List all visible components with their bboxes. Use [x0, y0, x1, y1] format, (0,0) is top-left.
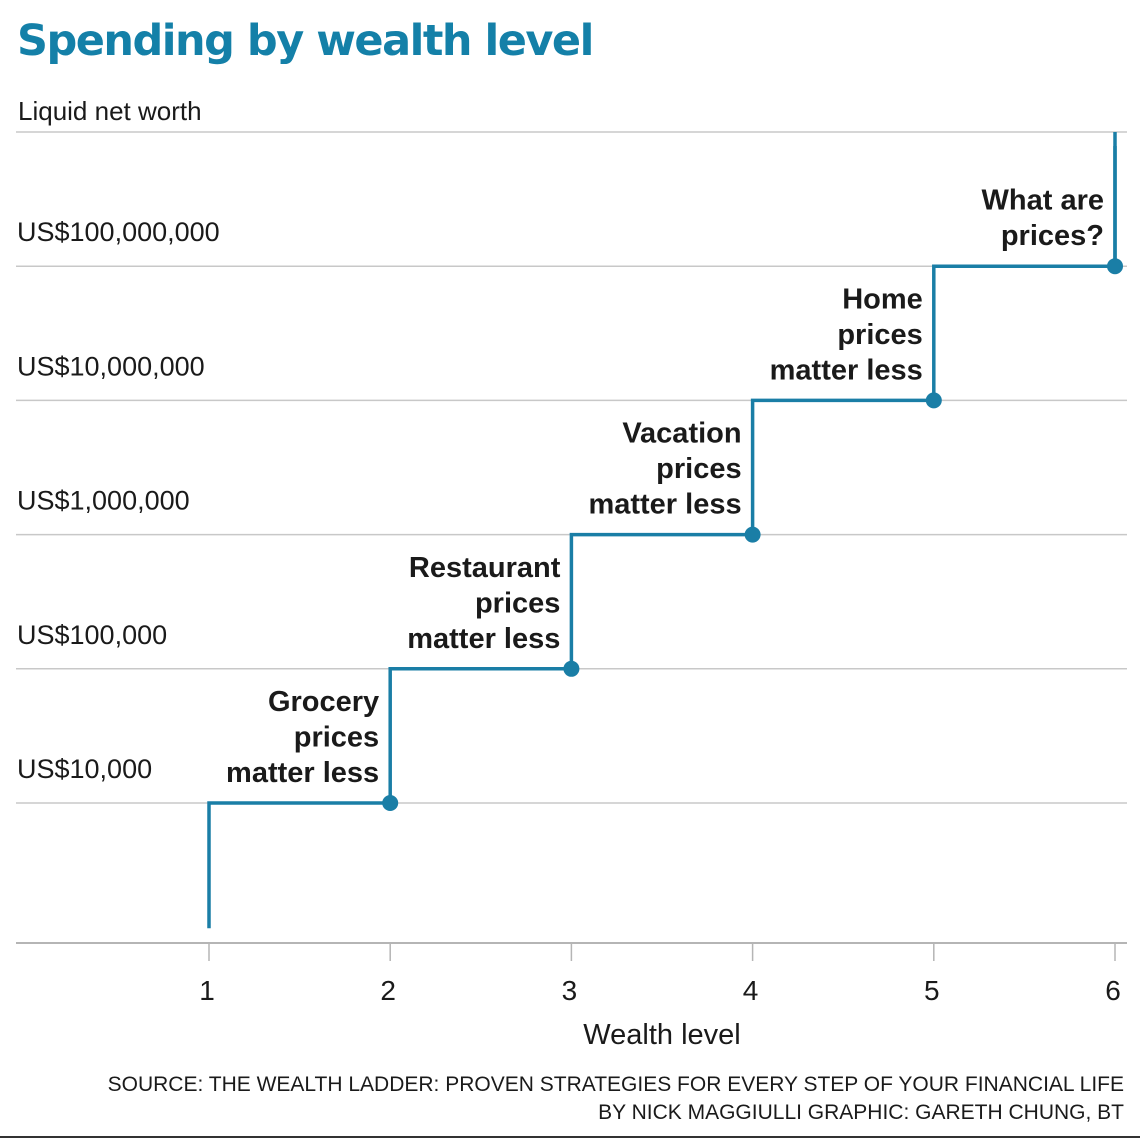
annotation-line: prices: [656, 453, 741, 485]
y-tick-label: US$10,000: [17, 754, 152, 784]
annotation-line: matter less: [226, 757, 379, 789]
step-marker: [382, 795, 399, 811]
annotation-line: What are: [982, 185, 1104, 217]
y-tick-label: US$1,000,000: [17, 486, 190, 516]
x-tick-label: 6: [1105, 975, 1121, 1006]
y-tick-label: US$100,000: [17, 620, 167, 650]
annotation-line: Grocery: [268, 686, 379, 718]
x-tick-label: 4: [743, 975, 759, 1006]
annotation-line: Vacation: [622, 418, 741, 450]
annotation-line: prices: [837, 319, 922, 351]
annotation-line: prices: [294, 722, 379, 754]
annotation-line: matter less: [588, 489, 741, 521]
tick-labels: US$10,000 US$100,000 US$1,000,000 US$10,000…: [17, 217, 1121, 1051]
step-line: [207, 132, 1117, 929]
source-line: SOURCE: THE WEALTH LADDER: PROVEN STRATE…: [107, 1073, 1124, 1096]
step-series: [207, 132, 1123, 929]
annotation-line: matter less: [770, 354, 923, 386]
annotation-line: Home: [842, 283, 923, 315]
step-chart: US$10,000 US$100,000 US$1,000,000 US$10,000…: [16, 131, 1127, 1051]
step-marker: [563, 660, 580, 677]
y-tick-label: US$10,000,000: [17, 351, 205, 381]
credit-line: BY NICK MAGGIULLI GRAPHIC: GARETH CHUNG,…: [598, 1101, 1124, 1124]
x-tick-label: 2: [380, 975, 396, 1006]
step-marker: [1107, 258, 1123, 275]
chart-title: Spending by wealth level: [17, 16, 594, 66]
x-axis-title: Wealth level: [583, 1019, 740, 1051]
annotation-line: Restaurant: [409, 552, 561, 584]
step-marker: [744, 526, 761, 543]
annotation-line: matter less: [407, 623, 560, 655]
step-marker: [925, 392, 942, 409]
x-tick-label: 1: [199, 975, 215, 1006]
x-tick-label: 3: [562, 975, 578, 1006]
source-credit: SOURCE: THE WEALTH LADDER: PROVEN STRATE…: [108, 1071, 1124, 1127]
annotation-line: prices?: [1001, 220, 1104, 252]
y-axis-unit-label: Liquid net worth: [18, 96, 202, 126]
bottom-rule: [0, 1136, 1140, 1138]
x-tick-label: 5: [924, 975, 940, 1006]
annotation-line: prices: [475, 587, 560, 619]
y-tick-label: US$100,000,000: [17, 217, 220, 247]
